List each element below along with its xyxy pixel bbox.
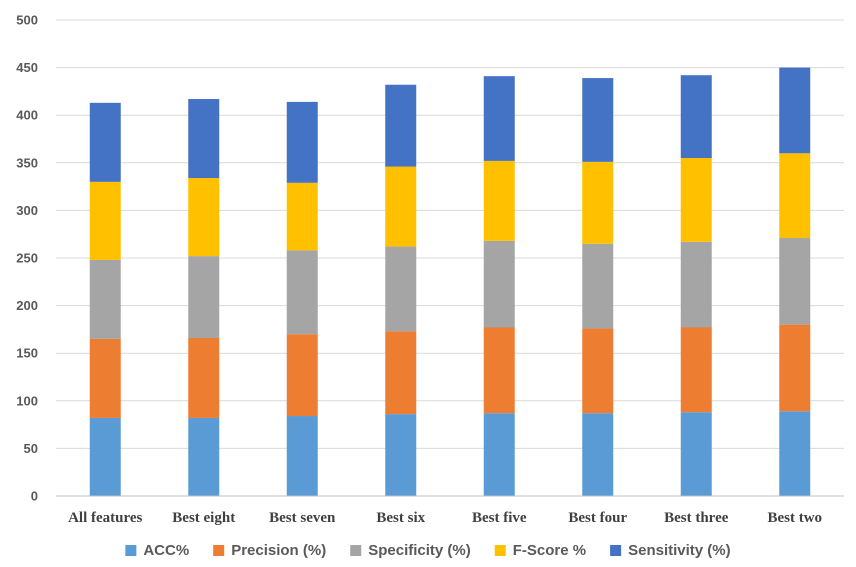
bar-segment: [188, 178, 220, 257]
x-category-label: Best six: [376, 510, 425, 526]
bar-segment: [89, 259, 121, 339]
y-tick-label: 450: [16, 60, 38, 75]
legend: ACC% Precision (%) Specificity (%) F-Score …: [125, 542, 731, 559]
legend-swatch: [213, 545, 225, 556]
bar-segment: [483, 413, 515, 496]
bar-segment: [680, 158, 712, 242]
y-tick-label: 250: [16, 251, 38, 266]
bar-segment: [582, 78, 614, 162]
bar-segment: [582, 243, 614, 329]
bar-segment: [779, 324, 811, 412]
x-category-label: Best four: [568, 510, 627, 526]
bar-segment: [483, 327, 515, 414]
legend-swatch: [610, 545, 622, 556]
bar-segment: [286, 334, 318, 417]
bar-segment: [286, 101, 318, 183]
y-tick-label: 200: [16, 298, 38, 313]
x-category-label: Best two: [767, 510, 822, 526]
gridlines: [56, 19, 844, 449]
bar-segment: [483, 240, 515, 328]
bar-segment: [385, 84, 417, 167]
bar-segment: [582, 413, 614, 496]
bar-segment: [188, 256, 220, 338]
y-tick-label: 150: [16, 346, 38, 361]
legend-label: F-Score %: [513, 542, 586, 559]
bar-segment: [385, 246, 417, 332]
legend-swatch: [125, 545, 137, 556]
x-category-label: Best eight: [172, 510, 235, 526]
bar-segment: [385, 166, 417, 247]
bar-segment: [385, 331, 417, 415]
bar-segment: [385, 414, 417, 496]
bar-segment: [188, 99, 220, 179]
bar-segment: [188, 337, 220, 418]
bar-segment: [286, 250, 318, 335]
y-tick-label: 300: [16, 203, 38, 218]
legend-label: Sensitivity (%): [628, 542, 731, 559]
bar-segment: [188, 417, 220, 496]
y-tick-label: 50: [24, 441, 38, 456]
legend-swatch: [494, 545, 506, 556]
bar-segment: [286, 416, 318, 496]
legend-label: ACC%: [143, 542, 189, 559]
bar-segment: [680, 241, 712, 328]
y-tick-label: 100: [16, 393, 38, 408]
bar-segment: [779, 238, 811, 325]
bar-segment: [89, 417, 121, 496]
legend-label: Specificity (%): [368, 542, 471, 559]
legend-swatch: [350, 545, 362, 556]
x-category-label: All features: [68, 510, 142, 526]
bar-segment: [680, 75, 712, 159]
legend-label: Precision (%): [231, 542, 326, 559]
bar-segment: [680, 412, 712, 496]
bar-segment: [89, 181, 121, 260]
bar-segment: [779, 153, 811, 239]
y-tick-label: 350: [16, 155, 38, 170]
x-category-label: Best five: [472, 510, 527, 526]
bar-segment: [779, 67, 811, 154]
bar-segment: [483, 160, 515, 241]
bars: [89, 67, 811, 496]
bar-segment: [582, 161, 614, 244]
bar-segment: [483, 76, 515, 161]
bar-segment: [89, 338, 121, 418]
y-tick-label: 400: [16, 108, 38, 123]
y-tick-label: 0: [31, 489, 38, 504]
y-tick-label: 500: [16, 13, 38, 28]
y-axis-tick-labels: 0 50 100 150 200 250 300 350 400 450 500: [16, 13, 38, 504]
x-category-label: Best seven: [269, 510, 336, 526]
bar-segment: [680, 327, 712, 413]
bar-segment: [89, 102, 121, 182]
bar-segment: [779, 411, 811, 496]
bar-segment: [582, 328, 614, 414]
x-category-label: Best three: [664, 510, 729, 526]
x-axis-category-labels: All features Best eight Best seven Best six…: [68, 510, 822, 526]
bar-segment: [286, 182, 318, 251]
